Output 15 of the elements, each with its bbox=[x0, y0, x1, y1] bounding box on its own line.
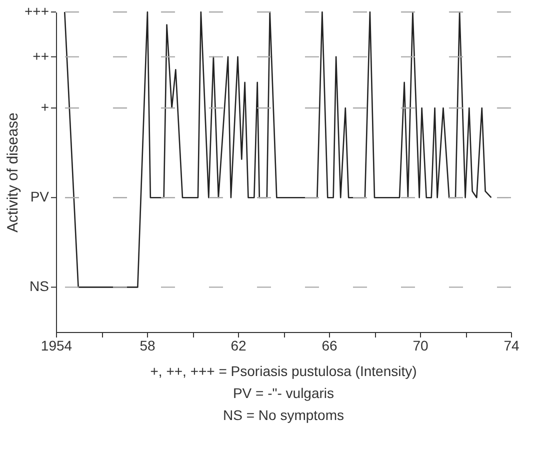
ref-line-label: + bbox=[40, 99, 49, 115]
y-axis-title: Activity of disease bbox=[4, 112, 22, 233]
x-tick-label: 58 bbox=[140, 338, 156, 354]
x-tick-label: 1954 bbox=[40, 338, 72, 354]
text: NS = No symptoms bbox=[223, 407, 344, 423]
text: +, ++, +++ = Psoriasis pustulosa (Intensity) bbox=[150, 363, 417, 379]
x-tick-label: 66 bbox=[322, 338, 338, 354]
x-tick-label: 62 bbox=[230, 338, 246, 354]
x-tick-label: 70 bbox=[412, 338, 428, 354]
ref-line-label: +++ bbox=[24, 3, 49, 19]
x-tick-label: 74 bbox=[504, 338, 520, 354]
text: PV = -"- vulgaris bbox=[232, 385, 334, 401]
ref-line-label: NS bbox=[30, 278, 49, 294]
ref-line-label: ++ bbox=[32, 48, 49, 64]
ref-line-label: PV bbox=[30, 188, 50, 205]
